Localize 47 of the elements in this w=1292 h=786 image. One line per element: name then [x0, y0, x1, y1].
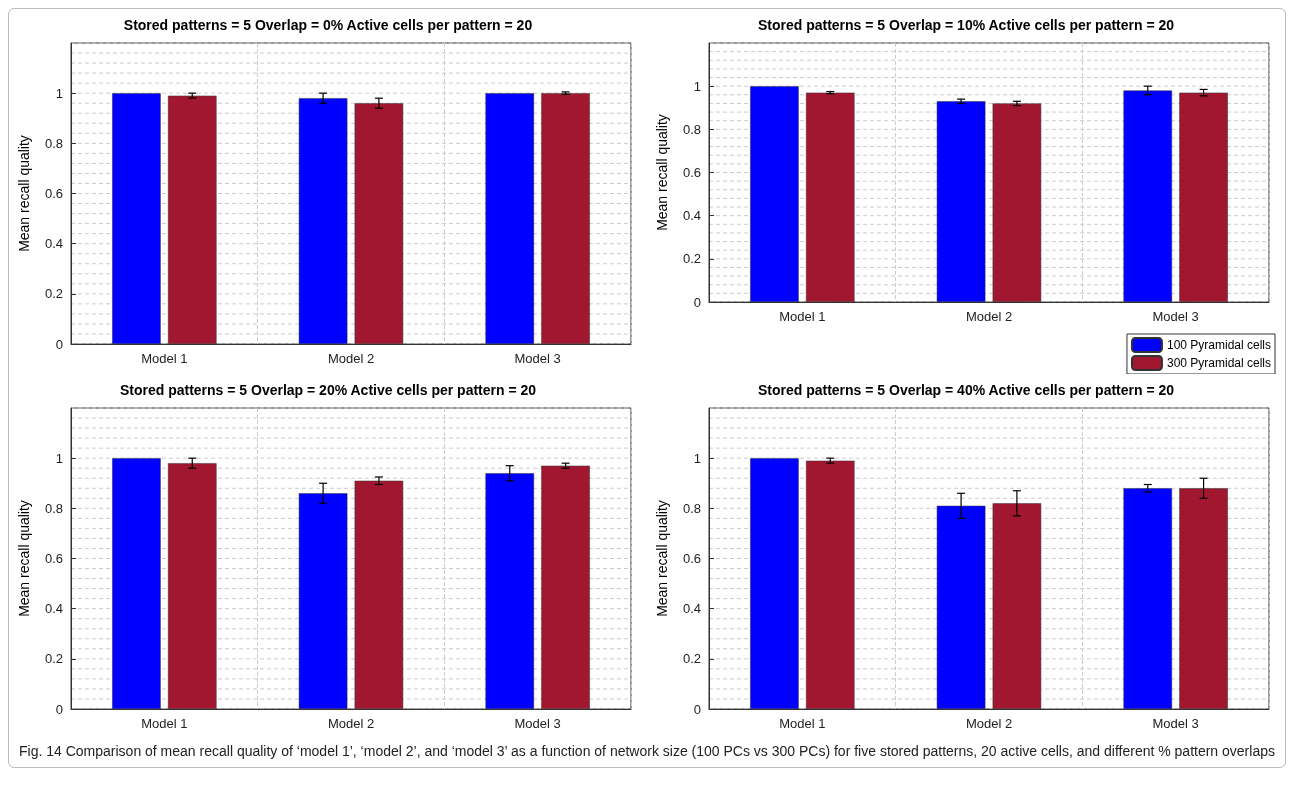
chart-title: Stored patterns = 5 Overlap = 20% Active cells per pattern = 20	[119, 382, 537, 398]
y-tick-label: 0.2	[682, 651, 701, 667]
y-tick-label: 0.2	[682, 251, 701, 267]
x-tick-label: Model 3	[514, 716, 561, 731]
y-tick-label: 0.6	[44, 551, 63, 566]
y-tick-label: 1	[55, 450, 63, 466]
y-tick-label: 0.2	[44, 286, 63, 302]
chart-title: Stored patterns = 5 Overlap = 10% Active cells per pattern = 20	[757, 17, 1175, 33]
y-tick-label: 0.8	[682, 121, 701, 137]
y-tick-label: 0.4	[682, 208, 701, 224]
y-tick-label: 0	[693, 701, 701, 717]
y-tick-label: 0	[693, 294, 701, 310]
legend-label: 100 Pyramidal cells	[1166, 338, 1271, 352]
caption: Fig. 14 Comparison of mean recall quality of ‘model 1’, ‘model 2’, and ‘model 3’ as a function of network size (100 PCs vs 300 PCs) for five stored patterns, 20 active cells, and different % pattern overlaps	[18, 742, 1276, 761]
y-tick-label: 0.6	[682, 165, 701, 180]
legend-label: 300 Pyramidal cells	[1166, 356, 1271, 370]
y-tick-label: 0.4	[44, 236, 63, 252]
y-tick-label: 0	[55, 701, 63, 717]
x-tick-label: Model 3	[514, 351, 561, 366]
y-axis-title: Mean recall quality	[654, 500, 670, 617]
y-tick-label: 0	[55, 336, 63, 352]
x-tick-label: Model 2	[965, 309, 1013, 324]
y-tick-label: 0.4	[682, 601, 701, 617]
y-tick-label: 1	[55, 85, 63, 101]
x-tick-label: Model 2	[327, 351, 375, 366]
chart-title: Stored patterns = 5 Overlap = 40% Active cells per pattern = 20	[757, 382, 1175, 398]
y-axis-title: Mean recall quality	[16, 135, 32, 252]
x-tick-label: Model 3	[1152, 716, 1199, 731]
x-tick-label: Model 1	[141, 351, 188, 366]
y-tick-label: 1	[693, 78, 701, 94]
x-tick-label: Model 1	[141, 716, 188, 731]
x-tick-label: Model 1	[779, 716, 826, 731]
y-tick-label: 0.6	[682, 551, 701, 566]
y-axis-title: Mean recall quality	[16, 500, 32, 617]
y-tick-label: 0.4	[44, 601, 63, 617]
y-tick-label: 0.2	[44, 651, 63, 667]
chart-title: Stored patterns = 5 Overlap = 0% Active cells per pattern = 20	[123, 17, 533, 33]
x-tick-label: Model 3	[1152, 309, 1199, 324]
y-tick-label: 0.8	[44, 135, 63, 151]
y-tick-label: 0.6	[44, 186, 63, 201]
x-tick-label: Model 2	[327, 716, 375, 731]
x-tick-label: Model 1	[779, 309, 826, 324]
y-axis-title: Mean recall quality	[654, 114, 670, 231]
x-tick-label: Model 2	[965, 716, 1013, 731]
y-tick-label: 0.8	[44, 500, 63, 516]
y-tick-label: 1	[693, 450, 701, 466]
y-tick-label: 0.8	[682, 500, 701, 516]
